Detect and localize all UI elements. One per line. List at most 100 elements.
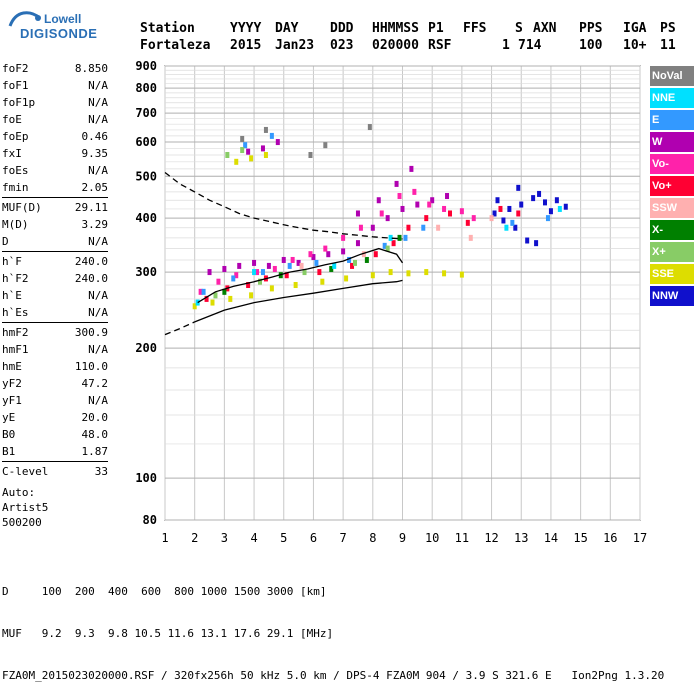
param-row-b0: B0 48.0 [2, 426, 108, 443]
data-point-x [225, 151, 230, 158]
data-point-x [397, 234, 402, 241]
x-tick-label: 10 [425, 531, 439, 545]
param-value: 300.9 [74, 326, 108, 339]
data-point-x [364, 256, 369, 263]
y-tick-label: 600 [135, 135, 157, 149]
data-point-w [445, 193, 450, 200]
data-point-sse [442, 270, 447, 277]
legend-item-w: W [650, 132, 694, 152]
data-point-nnw [537, 190, 542, 197]
data-point-ssw [361, 251, 366, 258]
header-value-1: 2015 [230, 38, 262, 53]
param-value: 8.850 [74, 62, 108, 75]
param-row-clevel: C-level 33 [2, 463, 108, 480]
param-row-hes: h`Es N/A [2, 304, 108, 321]
param-value: N/A [88, 113, 108, 126]
data-point-x [385, 245, 390, 252]
param-value: 110.0 [74, 360, 108, 373]
y-tick-label: 200 [135, 341, 157, 355]
header-label-7: S [515, 21, 523, 36]
param-value: N/A [88, 96, 108, 109]
data-point-sse [228, 295, 233, 302]
data-point-nnw [513, 224, 518, 231]
param-row-yf1: yF1 N/A [2, 392, 108, 409]
x-tick-label: 16 [603, 531, 617, 545]
header-label-10: IGA [623, 21, 647, 36]
data-point-nne [195, 299, 200, 306]
param-label: foEp [2, 130, 29, 143]
data-point-vo [397, 193, 402, 200]
param-row-hf2: h`F2 240.0 [2, 270, 108, 287]
data-point-w [355, 210, 360, 217]
x-tick-label: 1 [161, 531, 168, 545]
data-point-sse [388, 269, 393, 276]
header-value-2: Jan23 [275, 38, 315, 53]
data-point-vo [350, 262, 355, 269]
param-label: h`Es [2, 306, 29, 319]
param-row-hmf1: hmF1 N/A [2, 341, 108, 358]
header-value-9: 10+ [623, 38, 647, 53]
data-point-w [385, 215, 390, 222]
data-point-w [237, 262, 242, 269]
data-point-sse [263, 151, 268, 158]
param-separator [2, 461, 108, 462]
data-point-vo [406, 224, 411, 231]
data-point-vo [379, 210, 384, 217]
param-row-mufd: MUF(D) 29.11 [2, 199, 108, 216]
data-point-nnw [548, 208, 553, 215]
param-label: D [2, 235, 9, 248]
param-label: hmF1 [2, 343, 29, 356]
param-label: yE [2, 411, 16, 424]
data-point-nne [388, 234, 393, 241]
header-label-5: P1 [428, 21, 444, 36]
data-point-vo [341, 234, 346, 241]
param-row-md: M(D) 3.29 [2, 216, 108, 233]
data-point-vo [255, 269, 260, 276]
data-point-vo [308, 251, 313, 258]
param-value: 47.2 [81, 377, 109, 390]
data-point-vo [465, 219, 470, 226]
data-point-x [222, 288, 227, 295]
auto-scaling-info: Auto: Artist5 500200 [2, 485, 48, 530]
data-point-vo [442, 205, 447, 212]
param-value: 1.87 [81, 445, 109, 458]
data-point-nnw [492, 210, 497, 217]
param-separator [2, 197, 108, 198]
param-value: N/A [88, 343, 108, 356]
data-point-x [302, 269, 307, 276]
header-label-11: PS [660, 21, 676, 36]
auto-code: 500200 [2, 516, 42, 529]
param-value: 48.0 [81, 428, 109, 441]
legend-item-vo-: Vo- [650, 154, 694, 174]
param-label: h`F [2, 255, 22, 268]
data-point-nnw [519, 201, 524, 208]
param-label: foF2 [2, 62, 29, 75]
param-label: foF1p [2, 96, 36, 109]
x-tick-label: 3 [221, 531, 228, 545]
data-point-nnw [554, 197, 559, 204]
data-point-sse [192, 303, 197, 310]
param-label: yF2 [2, 377, 22, 390]
header-label-8: AXN [533, 21, 557, 36]
x-tick-label: 14 [544, 531, 558, 545]
data-point-e [260, 269, 265, 276]
param-value: N/A [88, 79, 108, 92]
data-point-w [222, 265, 227, 272]
data-point-nnw [534, 240, 539, 247]
data-point-e [382, 242, 387, 249]
data-point-nnw [563, 203, 568, 210]
data-point-w [296, 259, 301, 266]
header-label-3: DDD [330, 21, 354, 36]
data-point-sse [406, 270, 411, 277]
param-value: 0.46 [81, 130, 109, 143]
param-row-hf: h`F 240.0 [2, 253, 108, 270]
data-point-w [430, 197, 435, 204]
logo: Lowell DIGISONDE [6, 6, 97, 46]
data-point-ssw [468, 234, 473, 241]
param-label: h`E [2, 289, 22, 302]
data-point-vo [427, 201, 432, 208]
data-point-nne [332, 262, 337, 269]
y-tick-label: 100 [135, 471, 157, 485]
legend-item-vo-: Vo+ [650, 176, 694, 196]
data-point-noval [240, 135, 245, 142]
